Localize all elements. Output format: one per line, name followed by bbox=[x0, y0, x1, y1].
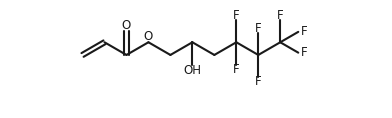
Text: F: F bbox=[301, 46, 308, 59]
Text: F: F bbox=[233, 63, 240, 76]
Text: O: O bbox=[122, 19, 131, 32]
Text: F: F bbox=[255, 75, 261, 88]
Text: OH: OH bbox=[183, 64, 201, 77]
Text: F: F bbox=[277, 9, 283, 22]
Text: F: F bbox=[255, 22, 261, 35]
Text: F: F bbox=[301, 25, 308, 38]
Text: O: O bbox=[144, 30, 153, 43]
Text: F: F bbox=[233, 9, 240, 22]
